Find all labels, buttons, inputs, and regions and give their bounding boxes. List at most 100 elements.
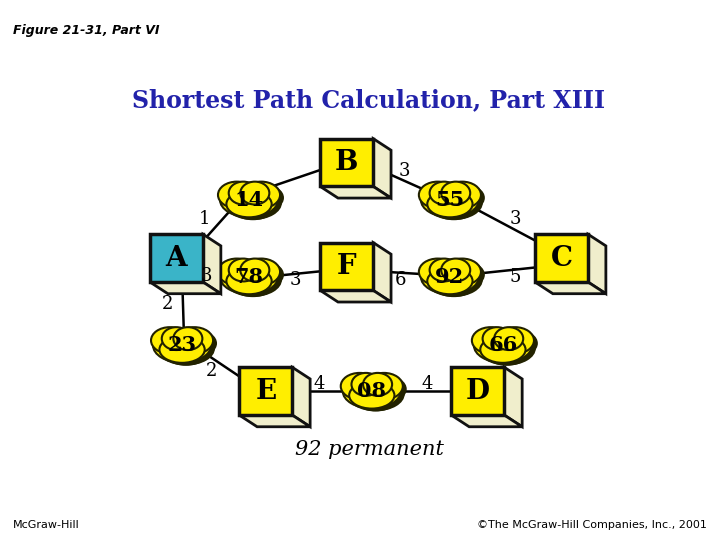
Text: 92: 92 <box>436 267 464 287</box>
Ellipse shape <box>474 328 532 363</box>
Ellipse shape <box>218 259 256 285</box>
Ellipse shape <box>441 259 470 281</box>
Ellipse shape <box>243 181 280 208</box>
Ellipse shape <box>162 327 191 350</box>
Ellipse shape <box>155 330 193 356</box>
Ellipse shape <box>347 377 405 411</box>
Polygon shape <box>535 282 606 294</box>
Ellipse shape <box>421 183 479 217</box>
Ellipse shape <box>444 181 481 208</box>
Text: 23: 23 <box>168 335 197 355</box>
Text: 3: 3 <box>398 162 410 180</box>
Ellipse shape <box>431 194 477 220</box>
Ellipse shape <box>246 185 284 211</box>
Polygon shape <box>451 415 522 427</box>
Ellipse shape <box>240 259 269 281</box>
Ellipse shape <box>425 262 483 297</box>
Ellipse shape <box>220 183 278 217</box>
Ellipse shape <box>229 181 258 205</box>
Ellipse shape <box>353 385 398 411</box>
Ellipse shape <box>496 327 534 354</box>
FancyBboxPatch shape <box>535 234 588 282</box>
Text: ©The McGraw-Hill Companies, Inc., 2001: ©The McGraw-Hill Companies, Inc., 2001 <box>477 520 707 530</box>
Ellipse shape <box>444 259 481 285</box>
Polygon shape <box>320 186 391 198</box>
Ellipse shape <box>487 330 516 353</box>
Ellipse shape <box>482 327 512 350</box>
Text: Figure 21-31, Part VI: Figure 21-31, Part VI <box>13 24 159 37</box>
Ellipse shape <box>433 261 462 285</box>
Ellipse shape <box>431 271 477 297</box>
Ellipse shape <box>179 330 217 356</box>
Ellipse shape <box>478 331 536 366</box>
Text: 08: 08 <box>357 381 387 401</box>
Text: 78: 78 <box>235 267 264 287</box>
Ellipse shape <box>230 271 276 297</box>
FancyBboxPatch shape <box>150 234 203 282</box>
Ellipse shape <box>365 373 402 400</box>
Text: A: A <box>166 245 187 272</box>
Ellipse shape <box>427 268 472 294</box>
Ellipse shape <box>153 328 211 363</box>
Polygon shape <box>373 242 391 302</box>
Ellipse shape <box>423 185 461 211</box>
Ellipse shape <box>224 186 282 220</box>
Ellipse shape <box>427 191 472 217</box>
Text: F: F <box>337 253 356 280</box>
Ellipse shape <box>157 331 215 366</box>
Ellipse shape <box>430 259 459 281</box>
Ellipse shape <box>419 259 456 285</box>
Ellipse shape <box>229 259 258 281</box>
Text: 5: 5 <box>510 268 521 286</box>
Text: 4: 4 <box>421 375 433 393</box>
Text: 2: 2 <box>161 295 173 313</box>
Polygon shape <box>239 415 310 427</box>
Ellipse shape <box>367 376 396 399</box>
Polygon shape <box>203 234 221 294</box>
Ellipse shape <box>230 194 276 220</box>
Polygon shape <box>292 367 310 427</box>
Ellipse shape <box>176 327 213 354</box>
Ellipse shape <box>351 373 380 396</box>
Text: 92 permanent: 92 permanent <box>294 440 444 459</box>
Polygon shape <box>588 234 606 294</box>
Ellipse shape <box>341 373 379 400</box>
Text: 4: 4 <box>313 375 325 393</box>
Polygon shape <box>504 367 522 427</box>
Polygon shape <box>373 139 391 198</box>
Ellipse shape <box>419 181 456 208</box>
Ellipse shape <box>472 327 510 354</box>
Ellipse shape <box>345 376 382 402</box>
Text: D: D <box>466 377 490 404</box>
Ellipse shape <box>480 336 526 363</box>
Ellipse shape <box>244 261 274 285</box>
Text: 3: 3 <box>510 211 521 228</box>
Ellipse shape <box>433 185 462 207</box>
Ellipse shape <box>233 185 261 207</box>
Ellipse shape <box>441 181 470 205</box>
Ellipse shape <box>177 330 207 353</box>
FancyBboxPatch shape <box>451 367 504 415</box>
Ellipse shape <box>484 339 529 366</box>
Ellipse shape <box>222 261 260 288</box>
Ellipse shape <box>500 330 538 356</box>
FancyBboxPatch shape <box>320 242 373 291</box>
Ellipse shape <box>425 186 483 220</box>
Ellipse shape <box>222 185 260 211</box>
Ellipse shape <box>166 330 194 353</box>
Ellipse shape <box>174 327 202 350</box>
Ellipse shape <box>356 376 384 399</box>
Ellipse shape <box>151 327 189 354</box>
FancyBboxPatch shape <box>239 367 292 415</box>
Ellipse shape <box>494 327 523 350</box>
Text: 14: 14 <box>235 190 264 210</box>
Polygon shape <box>150 282 221 294</box>
Ellipse shape <box>243 259 280 285</box>
Ellipse shape <box>369 376 407 402</box>
Ellipse shape <box>430 181 459 205</box>
Text: McGraw-Hill: McGraw-Hill <box>13 520 80 530</box>
Text: 3: 3 <box>200 267 212 285</box>
Ellipse shape <box>498 330 527 353</box>
Text: Shortest Path Calculation, Part XIII: Shortest Path Calculation, Part XIII <box>132 88 606 112</box>
Ellipse shape <box>226 191 271 217</box>
